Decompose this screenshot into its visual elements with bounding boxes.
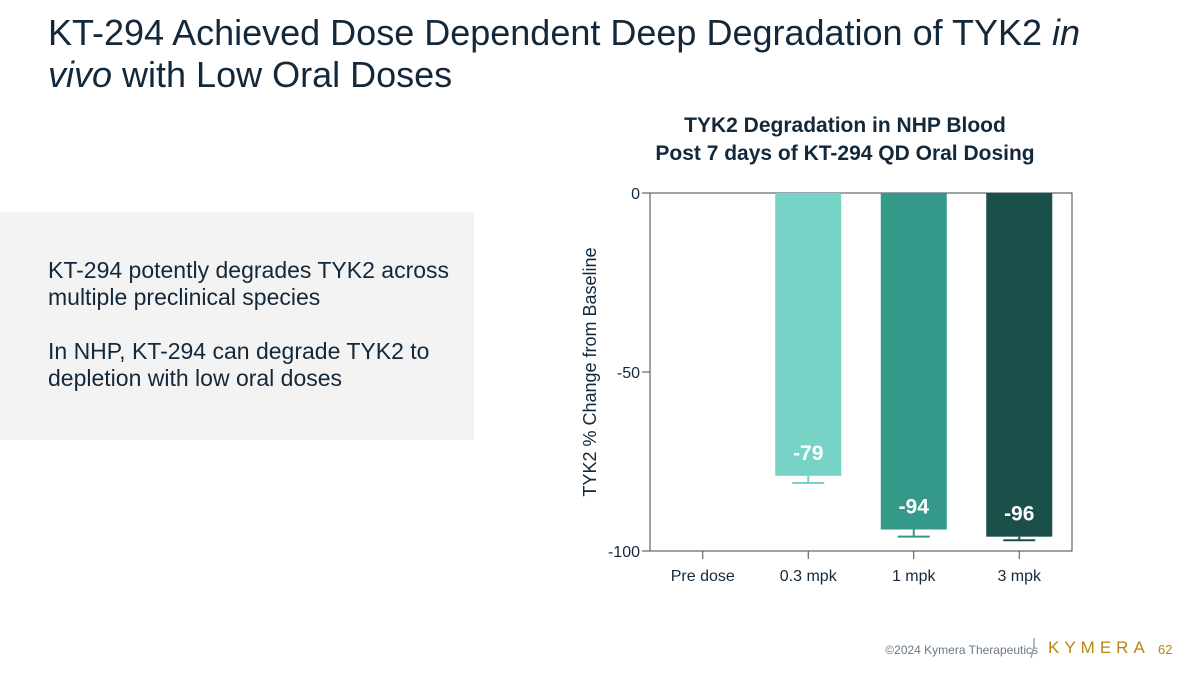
bar-chart: 0 -50 -100 TYK2 % Change from Baseline Pre d… [580,186,1073,585]
x-tick-label: Pre dose [671,568,735,585]
x-tick-label: 0.3 mpk [780,568,838,585]
title-italic-in: in [1052,12,1081,53]
copyright-text: ©2024 Kymera Therapeutics [885,643,1038,657]
kymera-logo-mark-icon [1030,638,1035,659]
data-label: -96 [1004,503,1034,526]
data-label: -94 [899,496,930,519]
y-tick-label: -100 [608,544,640,561]
slide-title: KT-294 Achieved Dose Dependent Deep Degr… [48,12,1168,96]
data-label: -79 [793,442,823,465]
title-main-text: KT-294 Achieved Dose Dependent Deep Degr… [48,12,1052,53]
x-tick-label: 3 mpk [997,568,1042,585]
chart-title: TYK2 Degradation in NHP Blood Post 7 day… [560,112,1130,168]
title-end-text: with Low Oral Doses [112,54,453,95]
y-tick-label: -50 [617,365,640,382]
summary-paragraph-1: KT-294 potently degrades TYK2 across mul… [48,257,450,310]
bar [986,193,1053,537]
summary-panel: KT-294 potently degrades TYK2 across mul… [0,212,474,440]
bar [775,193,842,476]
chart-title-line-1: TYK2 Degradation in NHP Blood [684,114,1006,137]
summary-paragraph-2: In NHP, KT-294 can degrade TYK2 to deple… [48,338,430,391]
page-number: 62 [1158,642,1173,657]
kymera-logo-text: KYMERA [1048,638,1150,657]
bar [880,193,947,530]
y-axis-label: TYK2 % Change from Baseline [580,247,600,496]
y-tick-label: 0 [631,186,640,203]
title-italic-vivo: vivo [48,54,113,95]
chart-title-line-2: Post 7 days of KT-294 QD Oral Dosing [655,142,1035,165]
x-tick-label: 1 mpk [892,568,937,585]
